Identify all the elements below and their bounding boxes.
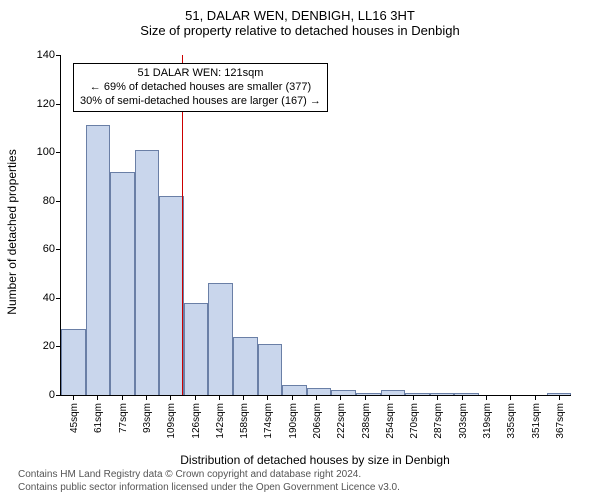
histogram-bar [454,393,479,395]
histogram-bar [405,393,430,395]
x-tick-mark [535,395,536,400]
y-tick-mark [56,104,61,105]
y-tick-mark [56,55,61,56]
x-tick-label: 254sqm [385,403,396,439]
x-tick-label: 270sqm [409,403,420,439]
y-tick-label: 40 [25,292,55,304]
title-block: 51, DALAR WEN, DENBIGH, LL16 3HT Size of… [0,0,600,38]
histogram-bar [282,385,307,395]
histogram-bar [381,390,406,395]
x-tick-mark [292,395,293,400]
x-tick-mark [510,395,511,400]
x-tick-mark [146,395,147,400]
histogram-bar [233,337,258,395]
x-tick-mark [437,395,438,400]
annotation-line: 30% of semi-detached houses are larger (… [80,95,321,109]
x-tick-label: 287sqm [433,403,444,439]
x-tick-label: 45sqm [69,403,80,433]
y-tick-label: 20 [25,340,55,352]
histogram-bar [331,390,356,395]
x-tick-label: 77sqm [118,403,129,433]
histogram-bar [258,344,283,395]
histogram-bar [135,150,160,395]
title-subtitle: Size of property relative to detached ho… [0,23,600,38]
chart-area: Number of detached properties 0204060801… [60,55,570,415]
y-tick-mark [56,249,61,250]
x-tick-mark [316,395,317,400]
x-tick-label: 158sqm [239,403,250,439]
x-tick-label: 142sqm [215,403,226,439]
y-tick-label: 100 [25,146,55,158]
x-tick-label: 190sqm [288,403,299,439]
x-tick-label: 238sqm [361,403,372,439]
x-tick-mark [413,395,414,400]
x-tick-label: 367sqm [555,403,566,439]
x-tick-label: 303sqm [458,403,469,439]
histogram-bar [208,283,233,395]
x-tick-mark [267,395,268,400]
histogram-bar [110,172,135,395]
x-tick-mark [195,395,196,400]
x-tick-label: 61sqm [93,403,104,433]
x-tick-mark [97,395,98,400]
y-tick-label: 140 [25,49,55,61]
histogram-bar [430,393,455,395]
x-tick-mark [219,395,220,400]
y-tick-mark [56,346,61,347]
histogram-bar [159,196,184,395]
histogram-bar [61,329,86,395]
x-tick-label: 93sqm [142,403,153,433]
x-tick-label: 126sqm [191,403,202,439]
y-tick-mark [56,201,61,202]
x-tick-mark [170,395,171,400]
x-tick-mark [73,395,74,400]
footer-line-2: Contains public sector information licen… [18,482,400,495]
y-tick-mark [56,395,61,396]
y-tick-label: 80 [25,195,55,207]
annotation-line: ← 69% of detached houses are smaller (37… [80,81,321,95]
x-tick-label: 222sqm [336,403,347,439]
x-tick-label: 335sqm [506,403,517,439]
x-tick-mark [243,395,244,400]
histogram-bar [307,388,332,395]
footer-line-1: Contains HM Land Registry data © Crown c… [18,469,400,482]
title-address: 51, DALAR WEN, DENBIGH, LL16 3HT [0,8,600,23]
x-tick-mark [365,395,366,400]
histogram-bar [356,393,381,395]
x-tick-label: 174sqm [263,403,274,439]
footer-credits: Contains HM Land Registry data © Crown c… [18,469,400,494]
y-tick-label: 120 [25,98,55,110]
y-tick-label: 0 [25,389,55,401]
y-tick-label: 60 [25,243,55,255]
x-tick-mark [462,395,463,400]
x-tick-label: 109sqm [166,403,177,439]
annotation-box: 51 DALAR WEN: 121sqm← 69% of detached ho… [73,63,328,112]
histogram-bar [184,303,209,395]
x-tick-mark [122,395,123,400]
y-tick-mark [56,152,61,153]
x-tick-label: 206sqm [312,403,323,439]
plot-region: 02040608010012014045sqm61sqm77sqm93sqm10… [60,55,571,396]
x-axis-label: Distribution of detached houses by size … [60,453,570,467]
annotation-line: 51 DALAR WEN: 121sqm [80,67,321,81]
x-tick-mark [486,395,487,400]
x-tick-mark [389,395,390,400]
x-tick-label: 351sqm [531,403,542,439]
histogram-bar [86,125,111,395]
x-tick-mark [340,395,341,400]
x-tick-label: 319sqm [482,403,493,439]
x-tick-mark [559,395,560,400]
y-tick-mark [56,298,61,299]
